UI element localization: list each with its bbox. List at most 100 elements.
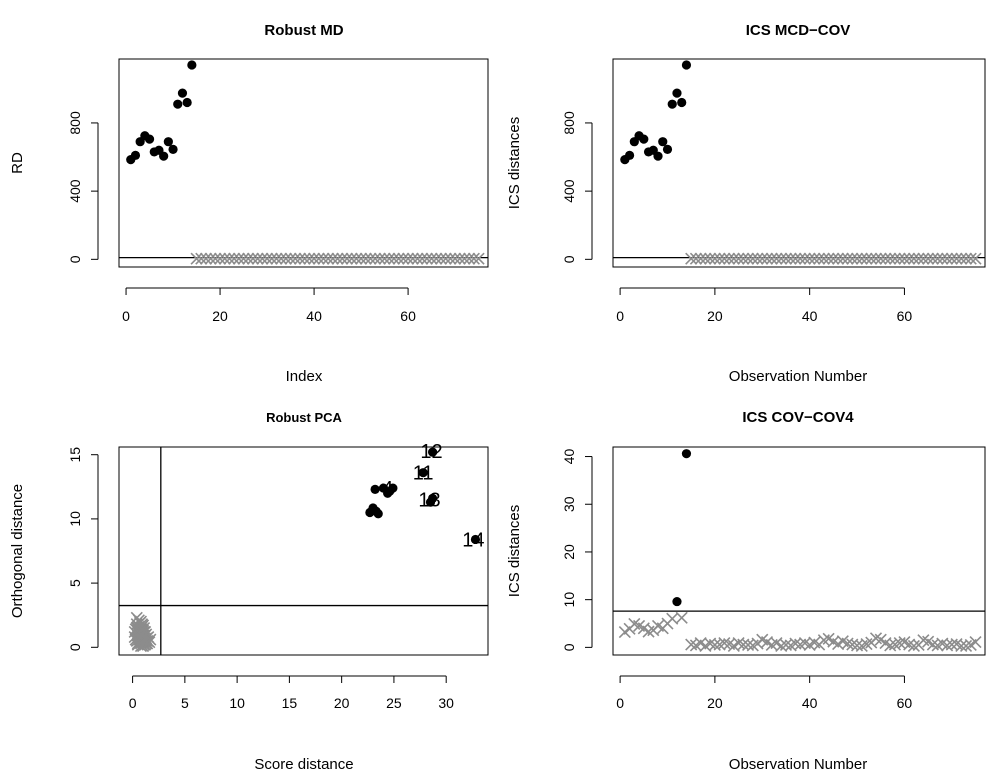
panel-ics-cov-cov4: ICS COV−COV4 0 20 40 60 0 10 20 30 40 Observati…	[506, 409, 986, 773]
outlier-point	[427, 493, 438, 503]
x-tick-label: 40	[802, 308, 818, 324]
x-axis: 0 20 40 60	[122, 287, 416, 324]
regular-point	[718, 637, 731, 650]
regular-point	[803, 252, 816, 265]
regular-point	[888, 252, 902, 265]
panel-title: ICS COV−COV4	[742, 409, 854, 426]
regular-point	[884, 639, 897, 652]
regular-point	[813, 252, 826, 265]
x-tick-label: 60	[897, 308, 913, 324]
x-axis: 0 20 40 60	[616, 287, 913, 324]
outlier-point	[370, 484, 380, 494]
regular-point	[261, 252, 274, 265]
regular-point	[359, 252, 372, 265]
regular-point	[326, 252, 339, 265]
regular-point	[242, 252, 255, 265]
y-axis-label: ICS distances	[506, 505, 523, 598]
outlier-point	[470, 534, 481, 545]
regular-point	[246, 252, 260, 265]
x-tick-label: 0	[122, 308, 130, 324]
outlier-point	[159, 151, 169, 161]
y-axis: 0 5 10 15	[67, 447, 99, 651]
regular-point	[888, 638, 902, 651]
regular-point	[420, 252, 433, 265]
plot-frame	[612, 446, 986, 656]
regular-point	[223, 252, 236, 265]
regular-point	[732, 637, 745, 650]
outlier-point	[672, 88, 682, 98]
regular-point	[860, 637, 873, 651]
regular-point	[874, 252, 887, 265]
regular-point	[704, 637, 717, 650]
regular-point	[463, 252, 476, 265]
x-axis-label: Observation Number	[729, 368, 867, 385]
regular-point	[251, 252, 264, 265]
regular-point	[298, 252, 311, 265]
regular-point	[775, 252, 788, 265]
panel-robust-md: Robust MD 0 20 40 60 0 400 800 Index RD	[9, 22, 489, 385]
regular-point	[364, 252, 377, 265]
outlier-point	[187, 60, 197, 70]
outlier-point	[182, 97, 192, 108]
regular-point	[760, 252, 774, 265]
y-axis: 0 400 800	[67, 111, 99, 263]
regular-point	[955, 639, 968, 653]
outlier-point	[681, 449, 692, 459]
regular-point	[134, 628, 148, 641]
regular-point	[903, 252, 916, 265]
regular-point	[411, 252, 424, 265]
regular-point	[732, 252, 745, 265]
regular-point	[770, 252, 783, 265]
outlier-point	[144, 134, 155, 144]
y-tick-label: 0	[561, 255, 577, 263]
regular-point	[444, 252, 457, 265]
regular-point	[869, 252, 883, 265]
regular-point	[869, 632, 883, 645]
regular-point	[256, 252, 269, 265]
regular-point	[903, 638, 916, 651]
y-axis: 0 400 800	[561, 111, 593, 263]
regular-point	[926, 252, 939, 265]
regular-point	[850, 252, 864, 265]
plot-frame	[118, 446, 489, 656]
regular-point	[199, 252, 213, 265]
x-axis-label: Index	[286, 368, 323, 385]
regular-point	[190, 252, 203, 265]
outlier-point	[385, 486, 395, 496]
regular-point	[817, 252, 830, 265]
outlier-point	[371, 506, 381, 516]
outlier-point	[168, 144, 178, 154]
y-tick-label: 20	[561, 544, 577, 560]
regular-point	[265, 252, 278, 265]
regular-point	[132, 614, 145, 627]
x-tick-label: 25	[386, 695, 402, 711]
y-tick-label: 30	[561, 496, 577, 512]
regular-point	[751, 252, 764, 265]
regular-point	[303, 252, 316, 265]
regular-point	[666, 612, 679, 625]
regular-point	[704, 252, 717, 265]
regular-point	[879, 252, 892, 265]
regular-point	[789, 637, 802, 650]
regular-point	[723, 252, 736, 265]
regular-point	[841, 637, 854, 650]
regular-point	[144, 633, 157, 646]
y-tick-label: 0	[561, 643, 577, 651]
regular-point	[798, 252, 811, 265]
regular-point	[846, 252, 859, 265]
regular-point	[941, 252, 954, 265]
x-tick-label: 20	[707, 308, 723, 324]
y-tick-label: 800	[67, 111, 83, 135]
outlier-point	[677, 97, 687, 108]
panel-ics-mcd-cov: ICS MCD−COV 0 20 40 60 0 400 800 Observation …	[506, 22, 986, 385]
y-tick-label: 800	[561, 111, 577, 135]
x-axis: 0 20 40 60	[616, 675, 912, 711]
regular-point	[746, 252, 759, 265]
outlier-point	[639, 134, 649, 144]
outlier-point	[418, 468, 428, 478]
regular-point	[926, 638, 939, 651]
regular-point	[727, 252, 740, 265]
regular-point	[718, 252, 731, 265]
regular-point	[140, 632, 153, 645]
